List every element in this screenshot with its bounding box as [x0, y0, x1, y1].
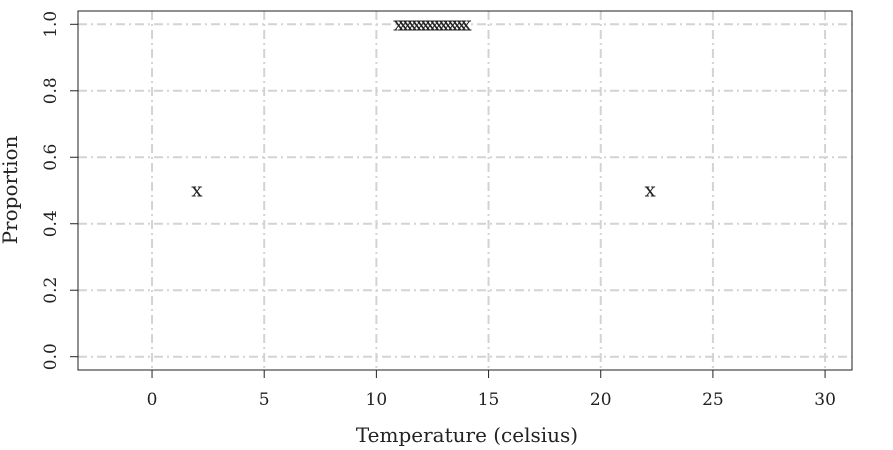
x-tick-label: 15 — [478, 390, 500, 410]
data-point: x — [420, 11, 432, 35]
data-point: x — [447, 11, 459, 35]
data-point: x — [460, 11, 472, 35]
data-point: x — [402, 11, 414, 35]
data-point: x — [411, 11, 423, 35]
y-axis: 0.0 0.2 0.4 0.6 0.8 1.0 — [41, 11, 78, 370]
x-axis: 0 5 10 15 20 25 30 — [147, 369, 836, 410]
y-tick-label: 0.6 — [41, 144, 61, 171]
data-point: x — [443, 11, 455, 35]
x-axis-title: Temperature (celsius) — [356, 423, 578, 447]
y-tick-label: 0.8 — [41, 77, 61, 104]
data-point: x — [644, 178, 656, 202]
data-point: x — [407, 11, 419, 35]
data-point: x — [434, 11, 446, 35]
y-tick-label: 0.4 — [41, 210, 61, 237]
data-point: x — [452, 11, 464, 35]
y-tick-label: 1.0 — [41, 11, 61, 38]
x-tick-label: 30 — [814, 390, 836, 410]
x-tick-label: 10 — [366, 390, 388, 410]
data-point: x — [429, 11, 441, 35]
x-tick-label: 25 — [702, 390, 724, 410]
x-tick-label: 0 — [147, 390, 158, 410]
y-axis-title: Proportion — [0, 135, 22, 244]
data-point: x — [425, 11, 437, 35]
data-point: x — [438, 11, 450, 35]
data-point: x — [398, 11, 410, 35]
y-tick-label: 0.2 — [41, 277, 61, 304]
grid-lines — [78, 11, 852, 370]
data-point: x — [456, 11, 468, 35]
y-tick-label: 0.0 — [41, 343, 61, 370]
x-tick-label: 5 — [259, 390, 270, 410]
data-point: x — [393, 11, 405, 35]
data-point: x — [191, 178, 203, 202]
data-point: x — [416, 11, 428, 35]
x-tick-label: 20 — [590, 390, 612, 410]
